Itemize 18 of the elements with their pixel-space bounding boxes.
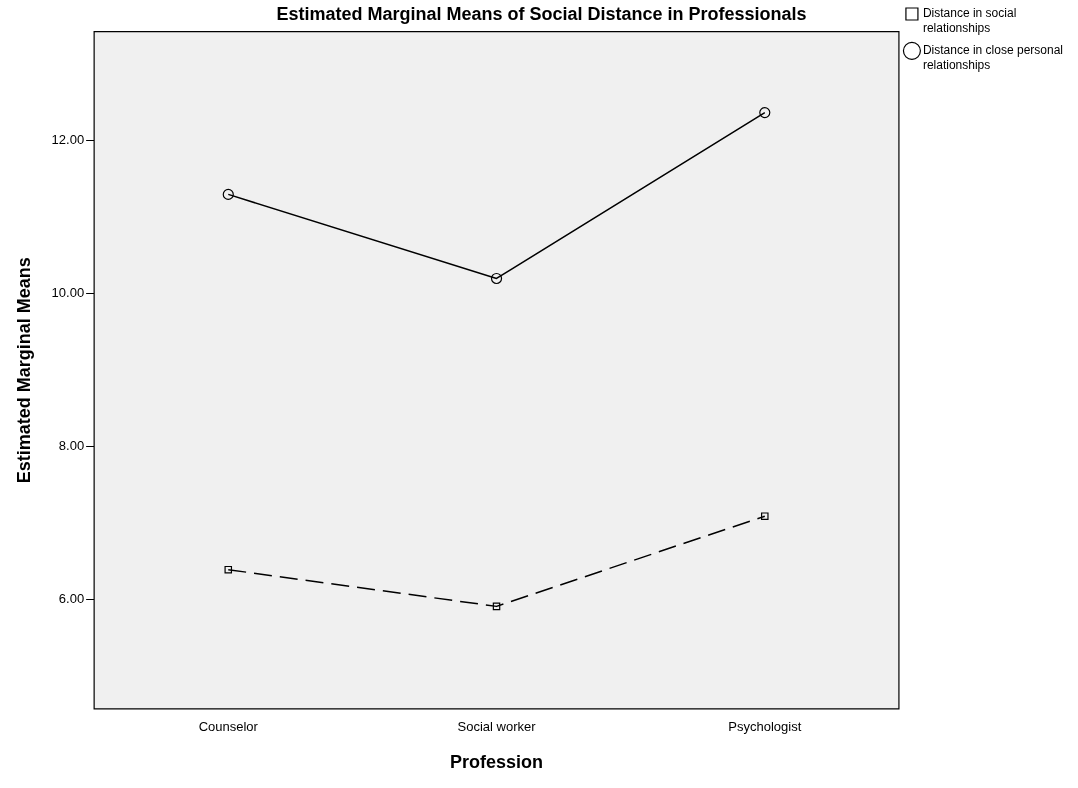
y-tick-label: 8.00 — [58, 438, 85, 454]
legend-label: Distance in close personal relationships — [922, 43, 1063, 72]
x-tick-label: Social worker — [457, 719, 537, 735]
x-axis-title: Profession — [450, 752, 544, 773]
y-axis-title: Estimated Marginal Means — [13, 257, 34, 484]
point — [222, 188, 234, 200]
legend-label: Distance in social relationships — [922, 6, 1017, 35]
point — [759, 107, 771, 119]
chart-title: Estimated Marginal Means of Social Distance in Professionals — [276, 3, 807, 24]
x-tick-label: Psychologist — [728, 719, 802, 735]
y-tick-label: 10.00 — [51, 285, 85, 301]
point — [490, 272, 503, 285]
y-tick-label: 12.00 — [51, 132, 85, 148]
y-tick-label: 6.00 — [58, 591, 85, 607]
point — [224, 565, 233, 574]
x-tick-label: Counselor — [198, 719, 259, 735]
point — [761, 512, 769, 520]
point — [492, 602, 501, 611]
